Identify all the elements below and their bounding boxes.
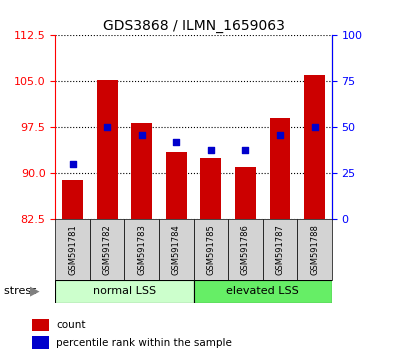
Text: GSM591786: GSM591786 <box>241 224 250 275</box>
Point <box>104 125 110 130</box>
Bar <box>32 336 49 349</box>
Bar <box>228 219 263 280</box>
Bar <box>55 280 194 303</box>
Point <box>70 161 76 167</box>
Text: GSM591784: GSM591784 <box>172 224 181 275</box>
Point <box>311 125 318 130</box>
Bar <box>166 152 187 219</box>
Text: GSM591787: GSM591787 <box>275 224 284 275</box>
Bar <box>304 75 325 219</box>
Text: GSM591788: GSM591788 <box>310 224 319 275</box>
Point <box>208 147 214 152</box>
Point <box>277 132 283 138</box>
Bar <box>194 280 332 303</box>
Text: GSM591781: GSM591781 <box>68 224 77 275</box>
Text: stress: stress <box>4 286 40 296</box>
Title: GDS3868 / ILMN_1659063: GDS3868 / ILMN_1659063 <box>103 19 284 33</box>
Point <box>139 132 145 138</box>
Bar <box>297 219 332 280</box>
Bar <box>269 118 290 219</box>
Text: GSM591785: GSM591785 <box>206 224 215 275</box>
Bar <box>131 123 152 219</box>
Text: GSM591783: GSM591783 <box>137 224 146 275</box>
Bar <box>124 219 159 280</box>
Bar <box>97 80 118 219</box>
Text: normal LSS: normal LSS <box>93 286 156 296</box>
Text: ▶: ▶ <box>30 285 39 297</box>
Bar <box>62 179 83 219</box>
Bar <box>194 219 228 280</box>
Bar <box>201 158 221 219</box>
Bar <box>263 219 297 280</box>
Point <box>173 139 179 145</box>
Bar <box>32 319 49 331</box>
Bar <box>55 219 90 280</box>
Point <box>242 147 248 152</box>
Text: elevated LSS: elevated LSS <box>226 286 299 296</box>
Text: percentile rank within the sample: percentile rank within the sample <box>56 338 232 348</box>
Bar <box>159 219 194 280</box>
Text: count: count <box>56 320 85 330</box>
Bar <box>235 167 256 219</box>
Text: GSM591782: GSM591782 <box>103 224 112 275</box>
Bar <box>90 219 124 280</box>
